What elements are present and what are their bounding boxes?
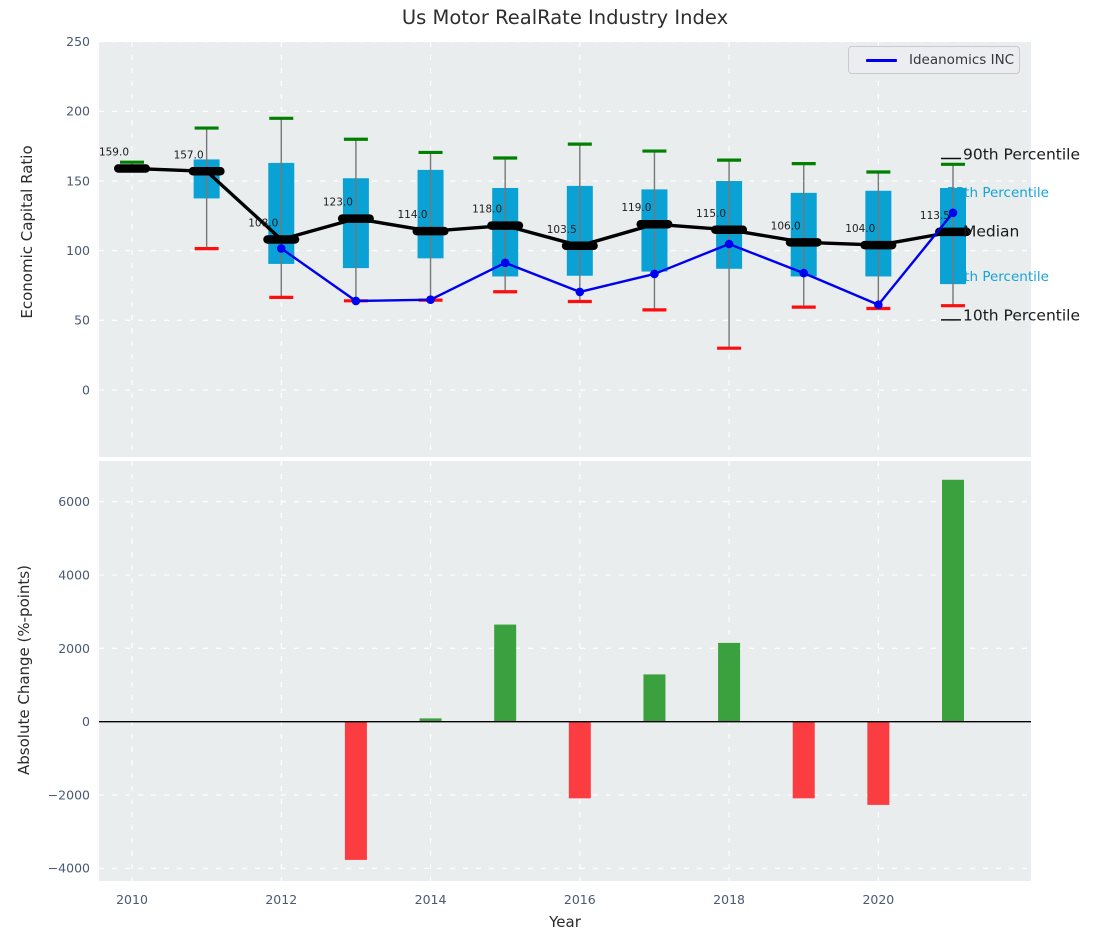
median-marker (188, 167, 225, 176)
x-tick-label: 2016 (564, 892, 596, 907)
company-point (948, 208, 958, 218)
median-value-label: 157.0 (174, 149, 204, 161)
change-bar (867, 721, 890, 805)
change-bar (792, 721, 815, 799)
chart-title: Us Motor RealRate Industry Index (401, 6, 729, 29)
median-marker (263, 235, 300, 244)
median-marker (860, 240, 897, 250)
change-bar (344, 721, 367, 860)
company-point (724, 239, 734, 249)
median-value-label: 159.0 (99, 146, 129, 158)
change-bar (941, 479, 964, 722)
y-tick-label: 0 (82, 714, 90, 729)
change-bar (494, 624, 517, 722)
company-point (351, 296, 361, 306)
bottom-chart: 6000 4000 2000 0 −2000 −4000 2010 2012 2014 2016 2… (48, 461, 1031, 907)
x-tick-label: 2018 (713, 892, 745, 907)
change-bar (643, 674, 666, 722)
median-marker (561, 241, 598, 251)
y-tick-label: 2000 (58, 641, 90, 656)
company-line (280, 212, 954, 306)
top-y-axis-label: Economic Capital Ratio (18, 145, 36, 319)
median-value-label: 104.0 (845, 223, 875, 235)
company-point (500, 258, 510, 268)
median-value-label: 119.0 (621, 202, 651, 214)
company-point (426, 295, 435, 305)
change-bar (419, 718, 442, 722)
median-marker (114, 164, 150, 173)
company-point (276, 244, 286, 253)
median-line (130, 166, 955, 248)
percentile-label: 75th Percentile (947, 185, 1049, 201)
legend-label: Ideanomics INC (909, 52, 1015, 68)
median-value-label: 118.0 (472, 204, 502, 216)
y-tick-label: 6000 (58, 494, 90, 509)
company-point (575, 287, 585, 297)
legend-line-sample-icon (866, 58, 897, 62)
x-tick-label: 2014 (415, 892, 447, 907)
company-point (799, 268, 809, 278)
y-tick-label: −4000 (48, 861, 90, 876)
x-tick-label: 2020 (862, 892, 894, 907)
x-axis-label: Year (549, 913, 581, 931)
median-marker (785, 238, 822, 247)
median-marker (636, 219, 673, 229)
median-marker (934, 227, 971, 237)
median-value-label: 103.5 (547, 224, 577, 236)
median-marker (711, 225, 748, 235)
median-value-label: 123.0 (323, 197, 353, 209)
y-tick-label: −2000 (48, 787, 90, 802)
y-tick-label: 250 (66, 34, 90, 49)
median-marker (487, 221, 524, 230)
y-tick-label: 50 (74, 313, 90, 328)
bottom-axes-background (99, 461, 1031, 881)
y-tick-label: 0 (82, 382, 90, 397)
y-tick-label: 150 (66, 173, 90, 188)
y-tick-label: 100 (66, 243, 90, 258)
x-tick-label: 2010 (116, 892, 148, 907)
percentile-label: Median (963, 222, 1019, 240)
bottom-y-axis-label: Absolute Change (%-points) (15, 565, 33, 775)
percentile-label: 25th Percentile (947, 269, 1049, 285)
median-value-label: 114.0 (397, 209, 427, 221)
median-value-label: 115.0 (696, 208, 726, 220)
median-value-label: 113.5 (920, 210, 950, 222)
legend: Ideanomics INC (848, 46, 1020, 74)
y-tick-label: 4000 (58, 567, 90, 582)
percentile-label: 90th Percentile (963, 145, 1080, 163)
change-bar (568, 721, 591, 799)
company-point (874, 300, 883, 310)
y-tick-label: 200 (66, 104, 90, 119)
median-marker (412, 226, 449, 236)
change-bar (718, 642, 741, 722)
median-value-label: 106.0 (771, 220, 801, 232)
percentile-label: 10th Percentile (963, 307, 1080, 325)
median-value-label: 108.0 (248, 218, 278, 230)
x-tick-label: 2012 (265, 892, 297, 907)
top-chart: 75th Percentile 25th Percentile 159.0 157.0… (66, 34, 1080, 457)
company-point (650, 269, 659, 279)
median-marker (337, 214, 374, 223)
